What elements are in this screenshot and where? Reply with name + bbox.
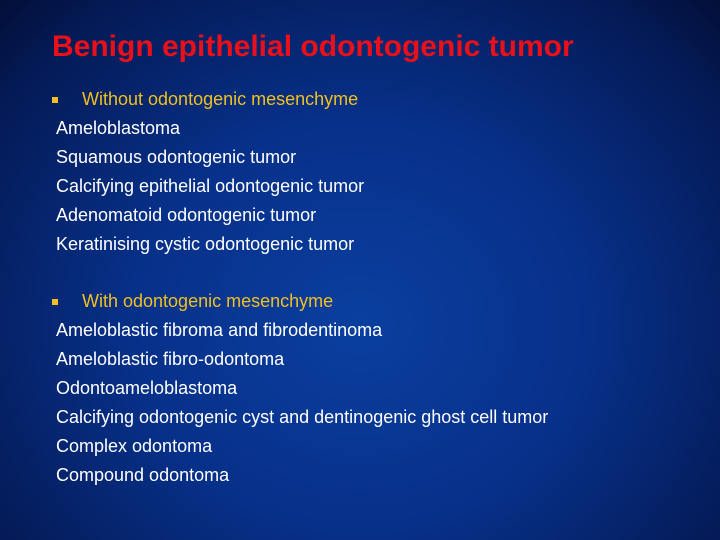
heading-text: Without odontogenic mesenchyme bbox=[82, 89, 359, 109]
list-item: Ameloblastic fibroma and fibrodentinoma bbox=[56, 320, 383, 340]
list-item: Ameloblastic fibro-odontoma bbox=[56, 349, 285, 369]
list-item: Keratinising cystic odontogenic tumor bbox=[56, 234, 355, 254]
section-heading: Without odontogenic mesenchyme bbox=[51, 85, 364, 114]
heading-text: With odontogenic mesenchyme bbox=[82, 291, 334, 311]
list-item: Calcifying epithelial odontogenic tumor bbox=[56, 176, 365, 196]
list-item: Compound odontoma bbox=[56, 465, 230, 485]
list-item: Calcifying odontogenic cyst and dentinog… bbox=[56, 407, 549, 427]
slide-title: Benign epithelial odontogenic tumor bbox=[52, 30, 574, 63]
list-item: Complex odontoma bbox=[56, 436, 213, 456]
section: Without odontogenic mesenchyme Ameloblast… bbox=[51, 85, 365, 259]
section: With odontogenic mesenchyme Ameloblastic … bbox=[51, 287, 549, 490]
list-item: Squamous odontogenic tumor bbox=[56, 147, 297, 167]
list-item: Odontoameloblastoma bbox=[56, 378, 238, 398]
section-heading: With odontogenic mesenchyme bbox=[51, 287, 548, 316]
list-item: Ameloblastoma bbox=[56, 118, 181, 138]
list-item: Adenomatoid odontogenic tumor bbox=[56, 205, 317, 225]
